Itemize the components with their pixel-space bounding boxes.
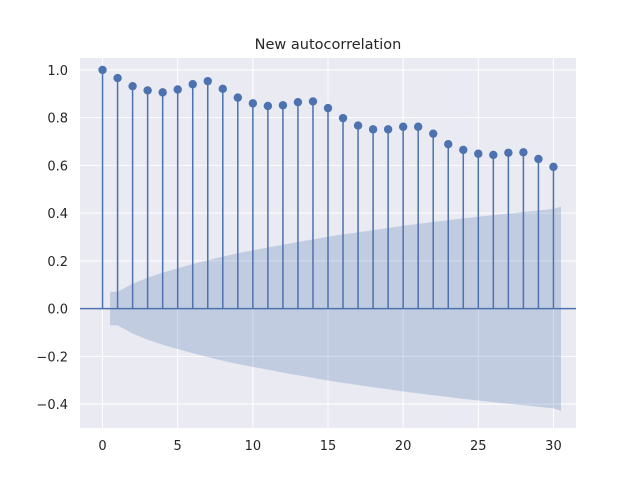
stem-marker	[444, 139, 453, 149]
stem-marker	[143, 86, 152, 95]
x-tick-label: 10	[245, 439, 262, 454]
y-tick-label: 1.0	[47, 64, 68, 79]
stem-marker	[113, 73, 122, 83]
stem-marker	[98, 65, 107, 75]
x-tick-label: 30	[545, 439, 562, 454]
stem-marker	[519, 148, 528, 157]
stem-marker	[323, 103, 333, 113]
y-tick-label: 0.8	[47, 112, 68, 127]
y-tick-labels: −0.4 −0.2 0.0 0.2 0.4 0.6 0.8 1.0	[36, 64, 68, 413]
y-tick-label: 0.4	[47, 207, 68, 222]
y-tick-label: −0.4	[36, 398, 68, 413]
stem-marker	[429, 129, 438, 138]
stem-marker	[489, 150, 498, 160]
stem-marker	[128, 81, 137, 91]
stem-marker	[233, 93, 243, 102]
stem-marker	[368, 125, 378, 134]
stem-marker	[459, 145, 468, 155]
x-tick-labels: 0 5 10 15 20 25 30	[98, 439, 561, 454]
stem-marker	[383, 125, 393, 134]
x-tick-label: 25	[470, 439, 487, 454]
stem-marker	[218, 84, 227, 93]
stem-marker	[173, 85, 182, 94]
stem-marker	[263, 101, 273, 111]
x-tick-label: 15	[320, 439, 337, 454]
stem-marker	[534, 154, 543, 164]
stem-marker	[248, 99, 258, 108]
y-tick-label: 0.6	[47, 159, 68, 174]
stem-marker	[549, 162, 558, 172]
chart-title: New autocorrelation	[255, 37, 402, 53]
y-tick-label: 0.2	[47, 255, 68, 270]
stem-marker	[308, 97, 318, 106]
stem-marker	[504, 148, 513, 157]
stem-marker	[293, 97, 303, 107]
stem-marker	[203, 76, 212, 86]
stem-marker	[413, 122, 423, 131]
stem-marker	[353, 121, 363, 130]
y-tick-label: −0.2	[36, 350, 68, 365]
stem-marker	[398, 122, 408, 131]
x-tick-label: 0	[98, 439, 106, 454]
stem-marker	[278, 101, 288, 110]
stem-marker	[474, 149, 483, 158]
stem-layer	[98, 65, 558, 309]
x-tick-label: 5	[174, 439, 182, 454]
x-tick-label: 20	[395, 439, 412, 454]
y-tick-label: 0.0	[47, 303, 68, 318]
stem-marker	[188, 80, 197, 89]
stem-marker	[158, 88, 167, 97]
stem-marker	[338, 113, 348, 123]
